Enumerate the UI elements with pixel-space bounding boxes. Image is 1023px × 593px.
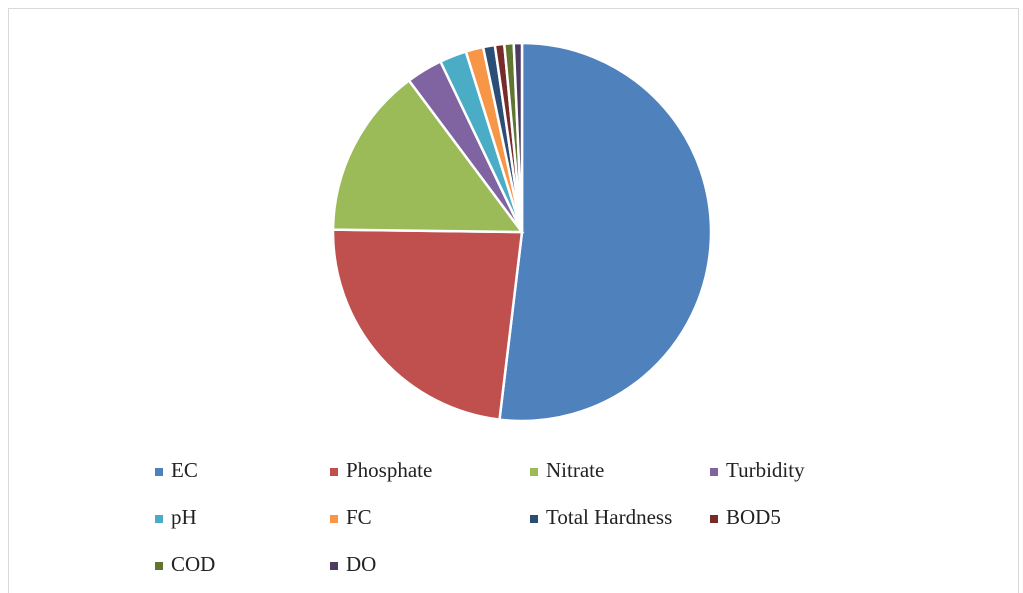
legend-label: DO bbox=[346, 552, 376, 576]
pie-slice bbox=[512, 41, 524, 233]
legend-swatch bbox=[710, 515, 718, 523]
pie-slice bbox=[331, 228, 524, 422]
legend-label: pH bbox=[171, 505, 197, 529]
legend-label: Turbidity bbox=[726, 458, 805, 482]
pie-slice bbox=[331, 78, 525, 234]
legend-label: Phosphate bbox=[346, 458, 432, 482]
legend-label: BOD5 bbox=[726, 505, 781, 529]
legend-swatch bbox=[155, 562, 163, 570]
legend-label: Total Hardness bbox=[546, 505, 672, 529]
legend-swatch bbox=[330, 562, 338, 570]
legend-swatch bbox=[330, 515, 338, 523]
legend-label: Nitrate bbox=[546, 458, 604, 482]
legend-label: EC bbox=[171, 458, 198, 482]
pie-slice bbox=[498, 41, 713, 423]
legend-swatch bbox=[330, 468, 338, 476]
legend-swatch bbox=[530, 468, 538, 476]
legend-swatch bbox=[155, 468, 163, 476]
legend-swatch bbox=[530, 515, 538, 523]
legend-swatch bbox=[155, 515, 163, 523]
legend-label: FC bbox=[346, 505, 372, 529]
legend-swatch bbox=[710, 468, 718, 476]
legend-label: COD bbox=[171, 552, 215, 576]
